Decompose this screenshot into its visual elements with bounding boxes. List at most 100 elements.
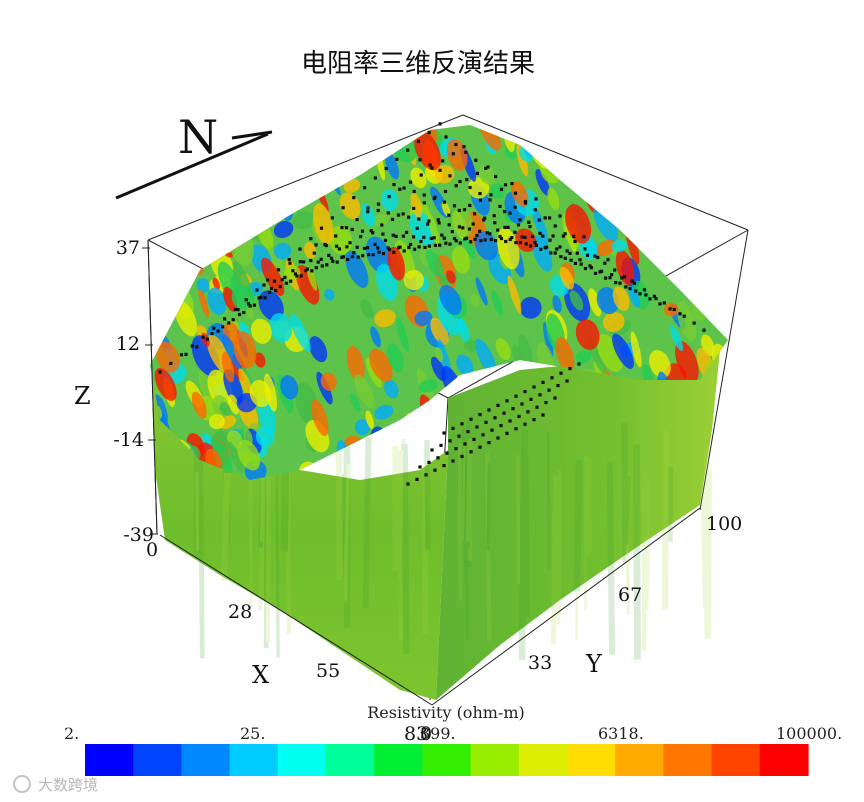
electrode-dot	[422, 193, 426, 197]
electrode-dot	[513, 191, 518, 195]
electrode-dot	[377, 250, 381, 254]
electrode-dot	[473, 237, 477, 241]
electrode-dot	[355, 218, 359, 222]
electrode-dot	[529, 397, 533, 401]
electrode-dot	[422, 235, 426, 239]
electrode-dot	[469, 240, 473, 244]
face-streak	[486, 462, 491, 551]
face-streak	[195, 472, 202, 552]
electrode-dot	[618, 281, 622, 285]
surface-cell	[446, 270, 456, 284]
surface-cell	[403, 269, 425, 291]
electrode-dot	[475, 171, 479, 175]
surface-cell	[292, 138, 303, 175]
electrode-dot	[473, 212, 477, 216]
electrode-dot	[604, 276, 608, 280]
electrode-dot	[430, 166, 434, 170]
surface-cell	[233, 213, 248, 241]
electrode-dot	[445, 451, 449, 455]
electrode-dot	[340, 226, 344, 230]
electrode-dot	[386, 211, 390, 215]
surface-cell	[441, 201, 451, 217]
electrode-dot	[553, 224, 557, 228]
colorbar-tick-3: 6318.	[598, 724, 644, 743]
electrode-dot	[543, 246, 547, 250]
colorbar-swatch	[398, 744, 423, 776]
surface-cell	[338, 149, 357, 168]
surface-cell	[675, 341, 699, 383]
colorbar-swatch	[181, 744, 207, 776]
electrode-dot	[363, 186, 367, 190]
surface-cell	[156, 178, 175, 219]
electrode-dot	[442, 236, 446, 240]
surface-cell	[430, 317, 449, 345]
electrode-dot	[541, 234, 545, 238]
colorbar-tick-4: 100000.	[776, 724, 842, 743]
surface-cell	[233, 331, 257, 369]
electrode-dot	[563, 232, 567, 236]
electrode-dot	[304, 269, 308, 273]
colorbar-swatch	[133, 744, 158, 776]
surface-cell	[575, 350, 592, 364]
electrode-dot	[460, 454, 464, 458]
surface-cell	[580, 152, 601, 175]
electrode-dot	[466, 430, 470, 434]
colorbar-tick-1: 25.	[240, 724, 265, 743]
electrode-dot	[623, 275, 627, 279]
electrode-dot	[236, 308, 240, 312]
face-streak	[422, 448, 430, 635]
surface-cell	[227, 441, 244, 473]
electrode-dot	[503, 209, 507, 214]
electrode-dot	[498, 204, 502, 208]
face-streak	[262, 460, 267, 598]
electrode-dot	[433, 468, 437, 472]
electrode-dot	[314, 266, 318, 270]
electrode-dot	[450, 230, 454, 234]
electrode-dot	[478, 413, 482, 417]
electrode-dot	[496, 403, 500, 407]
electrode-dot	[634, 289, 638, 293]
colorbar-swatch	[783, 744, 809, 776]
electrode-dot	[461, 226, 465, 230]
surface-cell	[215, 166, 239, 208]
electrode-dot	[648, 297, 652, 301]
face-streak	[343, 464, 350, 601]
surface-cell	[507, 275, 522, 314]
electrode-dot	[479, 239, 483, 243]
electrode-dot	[523, 422, 527, 426]
electrode-dot	[463, 442, 467, 446]
surface-cell	[478, 125, 501, 151]
survey-electrodes	[158, 122, 706, 486]
electrode-dot	[438, 168, 442, 172]
electrode-dot	[392, 250, 396, 254]
electrode-dot	[356, 255, 360, 259]
electrode-dot	[583, 247, 587, 251]
electrode-dot	[371, 231, 375, 235]
electrode-dot	[458, 241, 462, 245]
surface-cell	[191, 391, 207, 419]
z-tick-12: 12	[116, 333, 140, 355]
electrode-dot	[541, 380, 545, 384]
electrode-dot	[427, 219, 431, 223]
z-axis: 37 12 -14 -39 Z	[74, 237, 158, 546]
electrode-dot	[246, 302, 251, 306]
electrode-dot	[508, 419, 512, 423]
electrode-dot	[593, 271, 598, 275]
electrode-dot	[535, 405, 539, 409]
surface-cell	[219, 401, 231, 416]
electrode-dot	[201, 335, 205, 339]
electrode-dot	[371, 253, 375, 257]
electrode-dot	[606, 258, 610, 262]
electrode-dot	[396, 246, 401, 250]
electrode-dot	[257, 296, 261, 300]
surface-cell	[261, 257, 285, 296]
surface-cell	[624, 126, 645, 148]
electrode-dot	[408, 242, 413, 246]
electrode-dot	[513, 205, 517, 209]
electrode-dot	[391, 233, 395, 237]
electrode-dot	[298, 247, 302, 251]
electrode-dot	[504, 239, 508, 244]
electrode-dot	[642, 288, 647, 292]
electrode-dot	[494, 174, 498, 179]
electrode-dot	[345, 245, 349, 249]
